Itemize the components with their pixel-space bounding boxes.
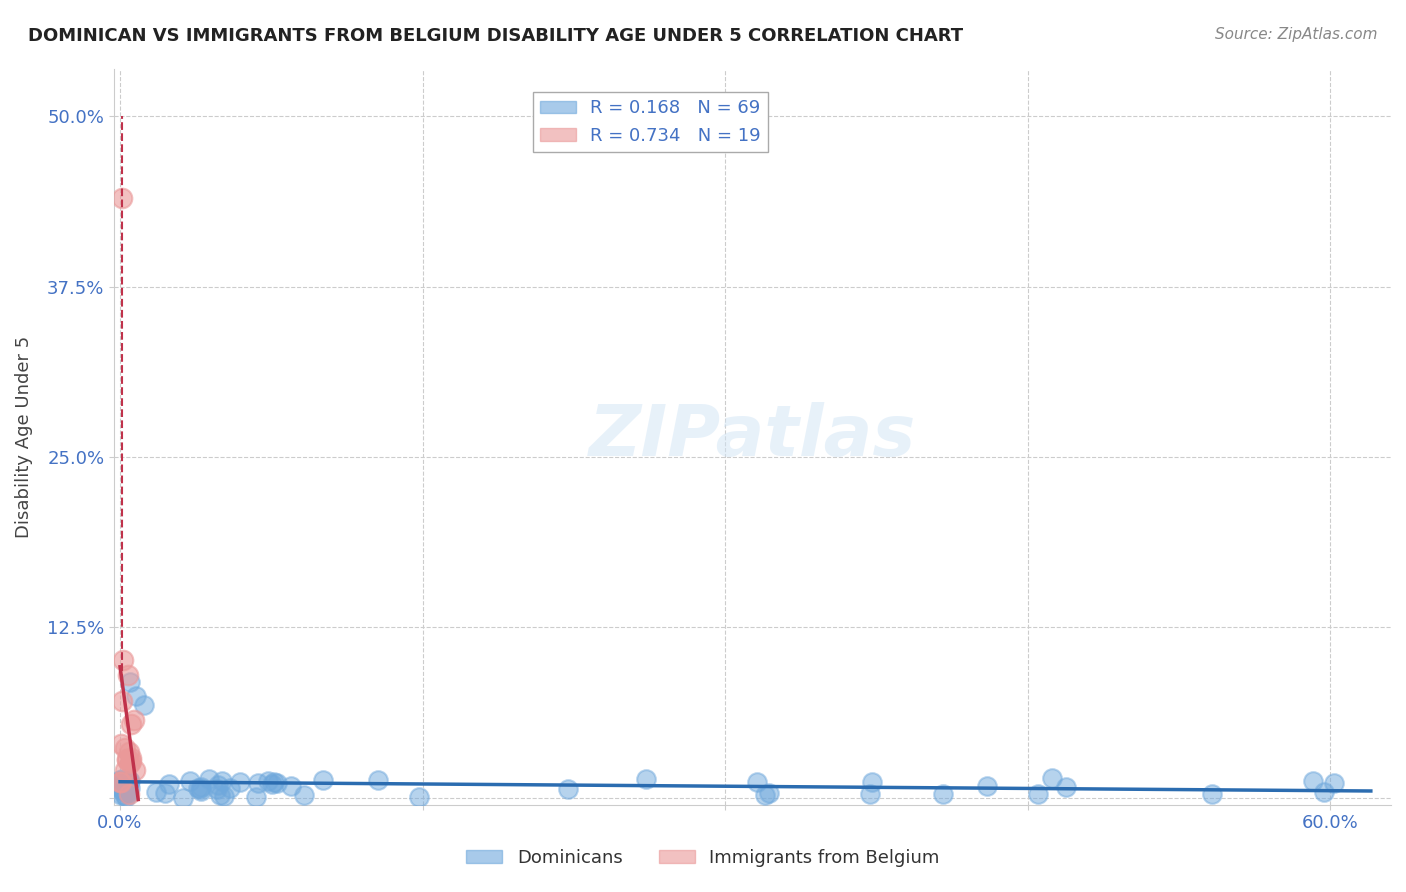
Point [557, 781, 579, 796]
Point [124, 713, 146, 727]
Point [114, 790, 136, 805]
Point [110, 775, 132, 789]
Point [247, 776, 270, 790]
Point [117, 753, 139, 767]
Legend: R = 0.168   N = 69, R = 0.734   N = 19: R = 0.168 N = 69, R = 0.734 N = 19 [533, 92, 768, 152]
Point [263, 774, 285, 789]
Point [1040, 771, 1063, 785]
Point [1201, 788, 1223, 802]
Point [124, 763, 146, 777]
Point [110, 788, 132, 802]
Point [118, 745, 141, 759]
Text: Source: ZipAtlas.com: Source: ZipAtlas.com [1215, 27, 1378, 42]
Point [172, 790, 194, 805]
Point [111, 191, 134, 205]
Point [976, 779, 998, 793]
Point [112, 652, 135, 666]
Point [153, 786, 176, 800]
Point [211, 774, 233, 789]
Point [754, 788, 776, 802]
Point [115, 751, 138, 765]
Point [111, 772, 134, 786]
Point [187, 781, 209, 796]
Point [118, 772, 141, 787]
Text: ZIPatlas: ZIPatlas [589, 402, 917, 471]
Point [115, 777, 138, 791]
Point [112, 782, 135, 797]
Point [1302, 773, 1324, 788]
Point [190, 783, 212, 797]
Point [190, 780, 212, 794]
Point [212, 789, 235, 804]
Point [110, 781, 132, 796]
Text: DOMINICAN VS IMMIGRANTS FROM BELGIUM DISABILITY AGE UNDER 5 CORRELATION CHART: DOMINICAN VS IMMIGRANTS FROM BELGIUM DIS… [28, 27, 963, 45]
Point [262, 777, 284, 791]
Legend: Dominicans, Immigrants from Belgium: Dominicans, Immigrants from Belgium [460, 842, 946, 874]
Point [118, 781, 141, 796]
Point [125, 689, 148, 703]
Y-axis label: Disability Age Under 5: Disability Age Under 5 [15, 335, 32, 538]
Point [257, 773, 280, 788]
Point [114, 764, 136, 778]
Point [367, 772, 389, 787]
Point [117, 773, 139, 788]
Point [198, 772, 221, 786]
Point [117, 788, 139, 802]
Point [1313, 785, 1336, 799]
Point [111, 694, 134, 708]
Point [932, 787, 955, 801]
Point [120, 751, 142, 765]
Point [229, 775, 252, 789]
Point [266, 776, 288, 790]
Point [860, 774, 883, 789]
Point [117, 668, 139, 682]
Point [118, 787, 141, 801]
Point [114, 788, 136, 802]
Point [859, 788, 882, 802]
Point [110, 737, 132, 751]
Point [758, 786, 780, 800]
Point [110, 772, 132, 787]
Point [114, 781, 136, 796]
Point [1054, 780, 1077, 794]
Point [118, 774, 141, 789]
Point [745, 775, 768, 789]
Point [312, 773, 335, 788]
Point [292, 789, 315, 803]
Point [117, 784, 139, 798]
Point [121, 717, 143, 731]
Point [118, 774, 141, 789]
Point [111, 784, 134, 798]
Point [134, 698, 156, 713]
Point [114, 784, 136, 798]
Point [120, 754, 142, 768]
Point [179, 774, 201, 789]
Point [120, 675, 142, 690]
Point [205, 782, 228, 797]
Point [1323, 776, 1346, 790]
Point [114, 740, 136, 755]
Point [157, 777, 180, 791]
Point [118, 756, 141, 771]
Point [1026, 788, 1049, 802]
Point [208, 788, 231, 802]
Point [145, 785, 167, 799]
Point [207, 779, 229, 793]
Point [245, 789, 267, 804]
Point [634, 772, 657, 787]
Point [110, 775, 132, 789]
Point [118, 775, 141, 789]
Point [219, 781, 242, 796]
Point [114, 775, 136, 789]
Point [111, 775, 134, 789]
Point [111, 780, 134, 794]
Point [408, 790, 430, 805]
Point [115, 785, 138, 799]
Point [280, 779, 302, 793]
Point [114, 780, 136, 795]
Point [110, 781, 132, 796]
Point [188, 782, 211, 797]
